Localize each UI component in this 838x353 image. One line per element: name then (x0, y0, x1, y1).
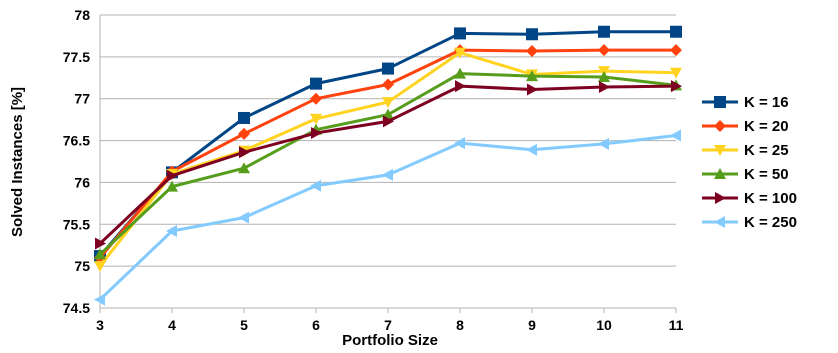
x-axis-title: Portfolio Size (342, 332, 438, 349)
legend-label: K = 25 (744, 142, 789, 159)
legend-entry: K = 100 (702, 190, 797, 207)
y-tick-label: 77 (74, 91, 90, 107)
legend-entry: K = 16 (702, 94, 789, 111)
data-point (598, 44, 610, 57)
legend-label: K = 16 (744, 94, 789, 111)
legend-label: K = 250 (744, 214, 797, 231)
data-point (238, 162, 250, 174)
x-tick-label: 4 (168, 317, 176, 333)
legend-marker (714, 120, 726, 132)
legend-entry: K = 250 (702, 214, 797, 231)
data-point (310, 113, 322, 125)
data-point (670, 44, 682, 57)
y-tick-label: 75 (74, 258, 90, 274)
x-tick-label: 9 (528, 317, 536, 333)
legend: K = 16 K = 20 K = 25 K = 50 K = 100 K = 250 (702, 94, 797, 231)
data-point (454, 67, 466, 79)
x-tick-label: 3 (96, 317, 104, 333)
y-tick-label: 76 (74, 174, 90, 190)
data-point (382, 97, 394, 109)
data-point (95, 237, 106, 250)
data-point (239, 146, 250, 159)
series-lines (94, 25, 682, 306)
x-tick-label: 7 (384, 317, 392, 333)
data-point (310, 92, 322, 105)
legend-marker (714, 168, 726, 179)
series-5 (95, 80, 682, 250)
data-point (238, 111, 250, 124)
data-point (382, 168, 393, 181)
data-point (310, 179, 321, 192)
data-point (94, 261, 106, 273)
data-point (671, 80, 682, 93)
data-point (526, 143, 537, 156)
y-tick-label: 75.5 (63, 216, 90, 232)
data-point (599, 80, 610, 93)
data-point (167, 169, 178, 182)
y-tick-label: 74.5 (63, 300, 90, 316)
legend-label: K = 20 (744, 118, 789, 135)
data-point (526, 44, 538, 57)
data-point (454, 137, 465, 150)
legend-marker (714, 216, 725, 228)
x-tick-label: 6 (312, 317, 320, 333)
y-tick-label: 78 (74, 7, 90, 23)
legend-label: K = 50 (744, 166, 789, 183)
x-tick-label: 5 (240, 317, 248, 333)
data-point (166, 180, 178, 192)
legend-marker (714, 145, 726, 156)
data-point (310, 77, 322, 90)
y-axis-title: Solved Instances [%] (9, 87, 26, 237)
legend-marker (714, 96, 726, 108)
series-3 (94, 47, 682, 273)
legend-label: K = 100 (744, 190, 797, 207)
data-point (598, 25, 610, 38)
data-point (526, 28, 538, 41)
data-point (94, 248, 106, 260)
data-point (238, 127, 250, 140)
data-point (311, 127, 322, 140)
x-tick-label: 8 (456, 317, 464, 333)
data-point (598, 137, 609, 150)
y-tick-label: 76.5 (63, 133, 90, 149)
legend-entry: K = 20 (702, 118, 789, 135)
data-point (454, 27, 466, 40)
data-point (527, 83, 538, 96)
data-point (526, 70, 538, 82)
x-tick-label: 11 (669, 317, 684, 333)
legend-entry: K = 50 (702, 166, 789, 183)
data-point (382, 62, 394, 75)
data-point (670, 129, 681, 142)
y-tick-label: 77.5 (63, 49, 90, 65)
data-point (382, 78, 394, 91)
data-point (238, 211, 249, 224)
data-point (455, 80, 466, 93)
data-point (598, 70, 610, 82)
data-point (454, 47, 466, 59)
series-6 (94, 129, 681, 306)
data-point (670, 25, 682, 38)
data-point (94, 293, 105, 306)
legend-marker (715, 192, 726, 204)
x-tick-label: 10 (596, 317, 612, 333)
data-point (670, 67, 682, 79)
data-point (166, 224, 177, 237)
data-point (383, 115, 394, 128)
legend-entry: K = 25 (702, 142, 789, 159)
